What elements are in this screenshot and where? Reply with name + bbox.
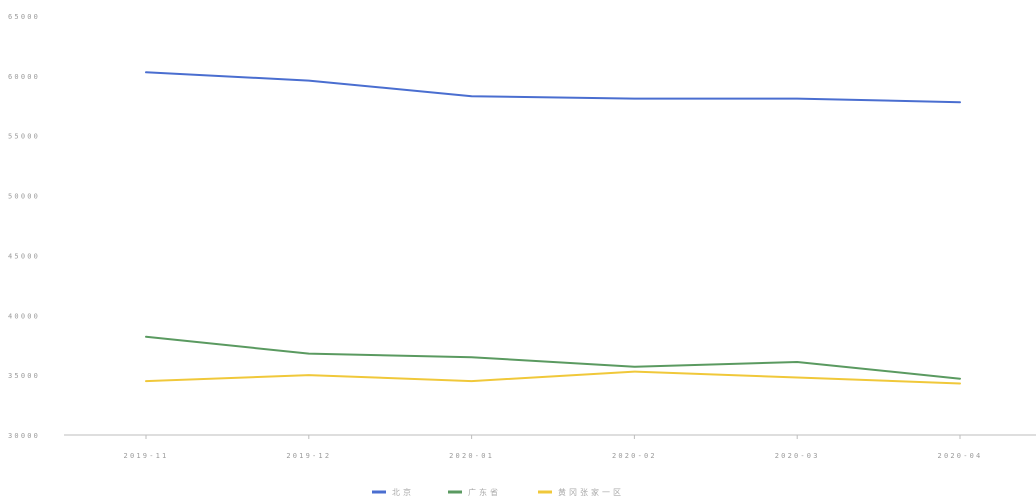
y-tick-label: 65000: [8, 13, 40, 21]
y-tick-label: 40000: [8, 312, 40, 320]
x-axis: 2019-11 2019-12 2020-01 2020-02 2020-03 2020-…: [64, 434, 1036, 460]
x-tick-label: 2019-12: [286, 452, 331, 460]
x-tick-label: 2020-01: [449, 452, 494, 460]
series-line-0: [145, 71, 961, 104]
y-tick-label: 60000: [8, 73, 40, 81]
x-tick-label: 2019-11: [124, 452, 169, 460]
y-tick-label: 50000: [8, 193, 40, 201]
x-tick-label: 2020-02: [612, 452, 657, 460]
y-axis: 30000 35000 40000 45000 50000 55000 60000 65000: [8, 13, 40, 440]
y-tick-label: 55000: [8, 133, 40, 141]
legend: 北京 广东省 黄冈张家一区: [372, 487, 624, 497]
series-line-1: [145, 335, 961, 380]
y-tick-label: 45000: [8, 252, 40, 260]
x-tick-label: 2020-04: [938, 452, 983, 460]
series-line-2: [145, 370, 961, 385]
legend-label: 北京: [392, 487, 414, 497]
y-tick-label: 30000: [8, 432, 40, 440]
series-layer: [145, 71, 961, 385]
x-tick-label: 2020-03: [775, 452, 820, 460]
legend-label: 黄冈张家一区: [558, 487, 624, 497]
legend-label: 广东省: [468, 487, 501, 497]
y-tick-label: 35000: [8, 372, 40, 380]
